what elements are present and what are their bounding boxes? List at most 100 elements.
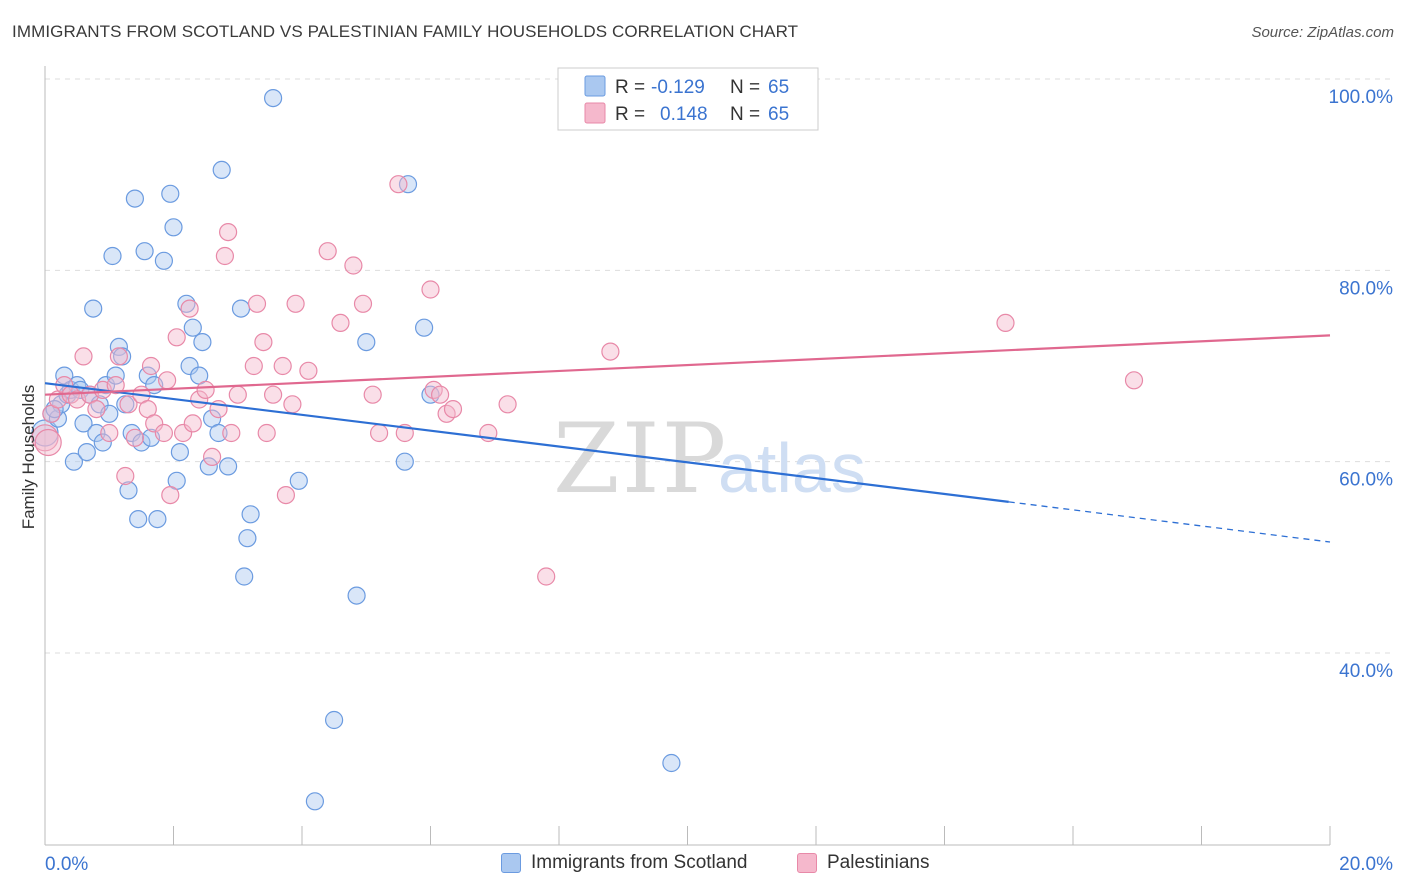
point-palestinians-1	[34, 428, 62, 457]
x-tick-label-0: 0.0%	[45, 854, 88, 875]
chart-title: IMMIGRANTS FROM SCOTLAND VS PALESTINIAN …	[12, 22, 799, 41]
point-scotland-48	[219, 457, 238, 476]
point-palestinians-63	[996, 313, 1015, 332]
point-scotland-25	[122, 423, 141, 443]
point-palestinians-14	[116, 466, 135, 486]
point-palestinians-19	[141, 356, 161, 376]
point-scotland-34	[154, 251, 173, 270]
stats-n-value-palestinians: 65	[768, 104, 789, 125]
stats-swatch-palestinians	[584, 102, 606, 124]
point-scotland-26	[125, 189, 144, 208]
point-scotland-53	[264, 88, 283, 108]
point-scotland-62	[421, 385, 440, 404]
point-palestinians-29	[196, 380, 215, 399]
point-palestinians-12	[106, 376, 125, 395]
point-palestinians-13	[109, 347, 129, 366]
point-palestinians-26	[180, 299, 199, 318]
point-palestinians-48	[344, 256, 363, 275]
point-palestinians-36	[244, 356, 263, 376]
trendline-scotland-projection	[1008, 501, 1331, 543]
trendline-palestinians	[44, 334, 1331, 396]
point-palestinians-54	[421, 280, 440, 299]
point-scotland-43	[193, 333, 212, 352]
watermark: ZIP atlas	[553, 403, 866, 515]
point-palestinians-46	[318, 242, 337, 261]
point-palestinians-62	[601, 342, 620, 361]
point-palestinians-16	[125, 428, 144, 447]
point-scotland-60	[398, 175, 418, 194]
point-scotland-46	[209, 423, 228, 443]
point-palestinians-30	[203, 447, 222, 466]
axis-layer: 100.0% 80.0% 60.0% 40.0% 0.0% 20.0%	[44, 66, 1393, 875]
point-scotland-59	[395, 452, 414, 471]
point-scotland-13	[84, 299, 103, 318]
point-palestinians-24	[167, 328, 186, 347]
point-palestinians-50	[363, 385, 382, 404]
stats-n-value-scotland: 65	[768, 77, 789, 98]
point-scotland-39	[177, 294, 196, 313]
point-scotland-7	[64, 452, 84, 471]
point-scotland-16	[93, 433, 112, 452]
point-scotland-35	[161, 184, 180, 203]
point-scotland-56	[325, 710, 344, 730]
point-palestinians-64	[1124, 371, 1144, 390]
point-scotland-54	[289, 471, 308, 490]
point-scotland-49	[235, 567, 254, 586]
stats-r-value-palestinians: 0.148	[660, 104, 708, 125]
series-legend: Immigrants from Scotland Palestinians	[0, 848, 1406, 878]
x-tick-label-1: 20.0%	[1339, 854, 1393, 875]
point-scotland-10	[74, 414, 93, 433]
legend-label-palestinians: Palestinians	[827, 852, 930, 873]
point-scotland-44	[199, 457, 218, 476]
point-palestinians-20	[145, 414, 164, 433]
point-scotland-57	[347, 586, 366, 605]
point-scotland-15	[90, 395, 109, 414]
legend-swatch-palestinians	[797, 853, 817, 873]
point-palestinians-15	[119, 395, 138, 414]
point-scotland-61	[415, 318, 434, 337]
point-palestinians-52	[389, 175, 408, 194]
source-label: Source: ZipAtlas.com	[1251, 24, 1394, 41]
point-palestinians-49	[353, 294, 373, 313]
point-palestinians-38	[254, 333, 273, 352]
point-scotland-21	[109, 337, 129, 356]
point-scotland-52	[231, 299, 251, 318]
legend-item-scotland[interactable]: Immigrants from Scotland	[501, 852, 747, 874]
point-scotland-29	[135, 242, 154, 261]
point-palestinians-33	[219, 223, 238, 242]
point-palestinians-41	[273, 356, 292, 376]
point-palestinians-39	[257, 423, 276, 443]
point-palestinians-0	[31, 424, 59, 452]
point-palestinians-7	[74, 347, 93, 366]
point-scotland-47	[212, 160, 231, 179]
stats-n-label-palestinians: N =	[730, 104, 760, 125]
point-palestinians-35	[228, 385, 247, 404]
point-palestinians-58	[443, 400, 463, 419]
point-palestinians-45	[299, 361, 318, 380]
point-palestinians-40	[264, 385, 283, 404]
point-scotland-58	[357, 333, 376, 352]
point-scotland-50	[238, 529, 257, 548]
trend-layer	[44, 334, 1331, 543]
point-scotland-11	[77, 443, 96, 462]
y-tick-label-1: 80.0%	[1339, 278, 1393, 299]
stats-swatch-scotland	[584, 75, 606, 97]
point-palestinians-60	[498, 395, 517, 414]
point-palestinians-22	[158, 371, 177, 390]
point-scotland-36	[164, 218, 183, 237]
point-palestinians-9	[87, 400, 106, 419]
point-scotland-30	[138, 366, 157, 385]
point-palestinians-43	[283, 395, 302, 414]
y-axis-label: Family Households	[19, 385, 38, 530]
legend-item-palestinians[interactable]: Palestinians	[797, 852, 929, 874]
point-palestinians-51	[370, 423, 389, 443]
stats-n-label-scotland: N =	[730, 77, 760, 98]
stats-r-value-scotland: -0.129	[651, 77, 705, 98]
point-palestinians-42	[276, 486, 295, 505]
point-scotland-33	[148, 509, 167, 529]
point-scotland-63	[662, 753, 681, 773]
point-palestinians-21	[154, 423, 173, 443]
point-palestinians-56	[431, 385, 450, 404]
stats-r-label-scotland: R =	[615, 77, 645, 98]
